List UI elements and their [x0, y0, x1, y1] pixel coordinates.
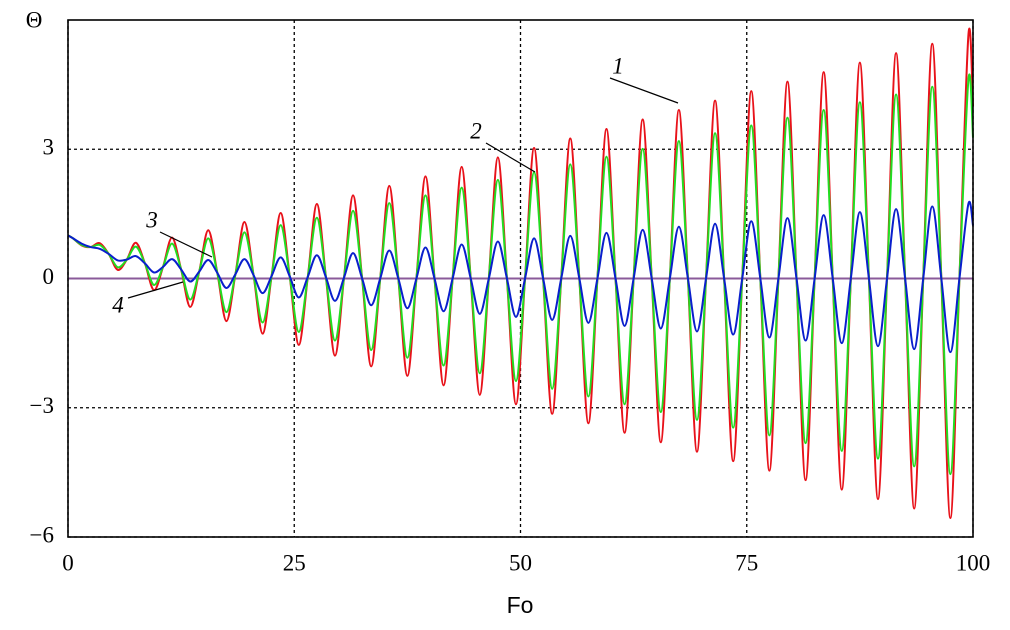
series-line: [67, 200, 974, 354]
leader-line: [159, 231, 213, 258]
y-axis-label: Θ: [26, 7, 43, 32]
y-tick-label: −3: [30, 393, 54, 418]
curve-label: 3: [145, 207, 158, 232]
plot-frame: [67, 19, 974, 538]
x-tick-label: 100: [956, 550, 991, 575]
x-axis-label: Fo: [507, 592, 534, 618]
x-tick-label: 75: [735, 550, 758, 575]
curve-label: 2: [470, 118, 482, 143]
series-line: [67, 73, 974, 476]
curve-label: 1: [612, 53, 624, 78]
leader-line: [127, 281, 184, 299]
y-tick-label: 3: [43, 135, 55, 160]
y-tick-label: 0: [43, 264, 55, 289]
curve-label: 4: [112, 292, 124, 317]
x-tick-label: 25: [283, 550, 306, 575]
y-tick-label: −6: [30, 522, 54, 547]
x-tick-label: 0: [62, 550, 74, 575]
leader-line: [609, 77, 679, 104]
leader-line: [485, 142, 536, 173]
x-tick-label: 50: [509, 550, 532, 575]
